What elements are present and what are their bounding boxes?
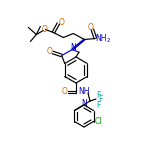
Text: O: O <box>58 18 64 27</box>
Text: N: N <box>82 98 87 107</box>
Text: O: O <box>62 87 68 96</box>
Text: O: O <box>87 22 93 31</box>
Text: Cl: Cl <box>95 116 102 126</box>
Text: 2: 2 <box>107 38 110 43</box>
Text: F: F <box>96 100 100 109</box>
Text: O: O <box>41 24 47 33</box>
Text: O: O <box>47 47 53 57</box>
Text: N: N <box>71 43 76 52</box>
Text: F: F <box>96 90 100 100</box>
Text: NH: NH <box>78 88 90 97</box>
Text: NH: NH <box>96 34 107 43</box>
Text: F: F <box>98 95 102 105</box>
